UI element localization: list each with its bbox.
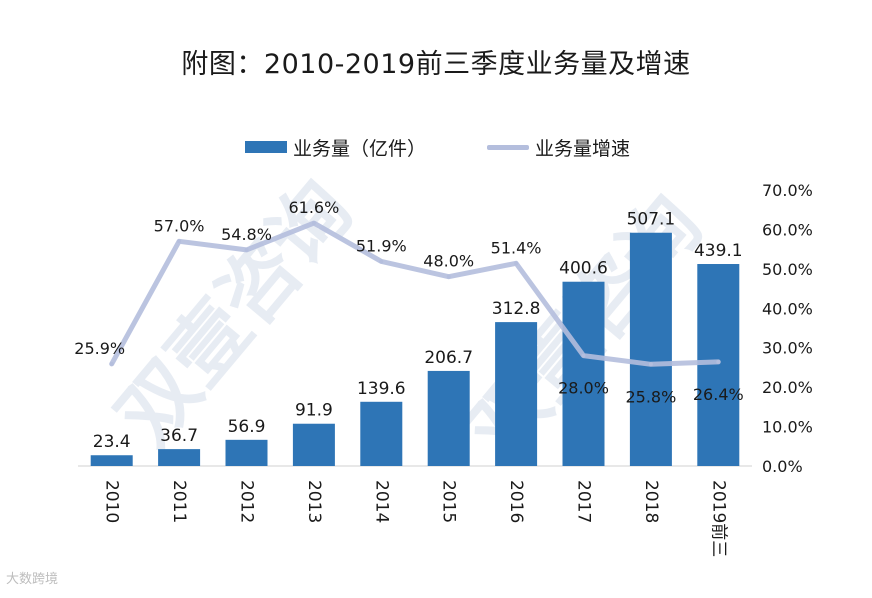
growth-point-2015 [446, 274, 451, 279]
growth-point-2016 [514, 261, 519, 266]
bar-2012 [225, 439, 268, 466]
growth-point-2017 [581, 353, 586, 358]
growth-value-label: 25.8% [625, 387, 676, 406]
growth-value-label: 28.0% [558, 379, 609, 398]
growth-line [109, 220, 721, 367]
growth-value-label: 54.8% [221, 225, 272, 244]
x-tick-label: 2016 [506, 480, 526, 523]
legend-swatch-line [487, 145, 529, 150]
right-axis-tick-label: 20.0% [762, 378, 813, 397]
right-axis-tick-label: 70.0% [762, 181, 813, 200]
growth-point-2013 [311, 221, 316, 226]
right-axis-tick-label: 30.0% [762, 339, 813, 358]
bar-value-label: 91.9 [295, 401, 333, 421]
right-axis-tick-label: 40.0% [762, 299, 813, 318]
x-tick-label: 2011 [169, 480, 189, 523]
bar-value-label: 139.6 [357, 379, 406, 399]
x-tick-label: 2012 [237, 480, 257, 523]
chart-title: 附图：2010-2019前三季度业务量及增速 [181, 49, 691, 80]
bar-value-label: 507.1 [627, 210, 676, 230]
growth-value-label: 26.4% [693, 385, 744, 404]
bar-value-label: 206.7 [424, 348, 473, 368]
growth-value-label: 57.0% [154, 216, 205, 235]
bar-2010 [90, 455, 133, 466]
bar-2019前三 [697, 264, 740, 466]
x-tick-label: 2015 [439, 480, 459, 523]
x-tick-label: 2010 [102, 480, 122, 523]
x-tick-label: 2013 [304, 480, 324, 523]
growth-point-2018 [648, 362, 653, 367]
legend-label-growth: 业务量增速 [535, 138, 631, 160]
x-tick-label: 2018 [641, 480, 661, 523]
bar-2015 [427, 370, 470, 466]
bar-value-label: 23.4 [93, 432, 131, 452]
right-axis-tick-label: 0.0% [762, 457, 803, 476]
growth-point-2011 [177, 239, 182, 244]
growth-value-label: 51.9% [356, 236, 407, 255]
bar-2014 [360, 401, 403, 466]
bar-value-label: 56.9 [228, 417, 266, 437]
x-tick-label: 2017 [574, 480, 594, 523]
legend-swatch-bar [245, 141, 287, 153]
bar-2017 [562, 281, 605, 466]
x-tick-label: 2014 [371, 480, 391, 523]
bar-value-label: 312.8 [492, 299, 541, 319]
bar-value-label: 36.7 [160, 426, 198, 446]
right-axis-tick-label: 60.0% [762, 220, 813, 239]
right-axis-tick-label: 10.0% [762, 418, 813, 437]
growth-point-2019前三 [716, 359, 721, 364]
bar-2013 [292, 423, 335, 466]
growth-value-label: 25.9% [74, 339, 125, 358]
growth-point-2010 [109, 361, 114, 366]
growth-value-label: 48.0% [423, 252, 474, 271]
growth-value-label: 61.6% [288, 198, 339, 217]
bar-2011 [158, 449, 201, 466]
x-tick-label: 2019前三 [708, 480, 728, 557]
bar-value-label: 400.6 [559, 259, 608, 279]
bar-2018 [629, 232, 672, 466]
corner-logo: 大数跨境 [6, 572, 59, 587]
legend-label-volume: 业务量（亿件） [293, 138, 427, 160]
growth-point-2014 [379, 259, 384, 264]
bar-2016 [495, 322, 538, 466]
growth-point-2012 [244, 247, 249, 252]
right-axis-tick-label: 50.0% [762, 260, 813, 279]
bar-value-label: 439.1 [694, 241, 743, 261]
growth-value-label: 51.4% [491, 238, 542, 257]
